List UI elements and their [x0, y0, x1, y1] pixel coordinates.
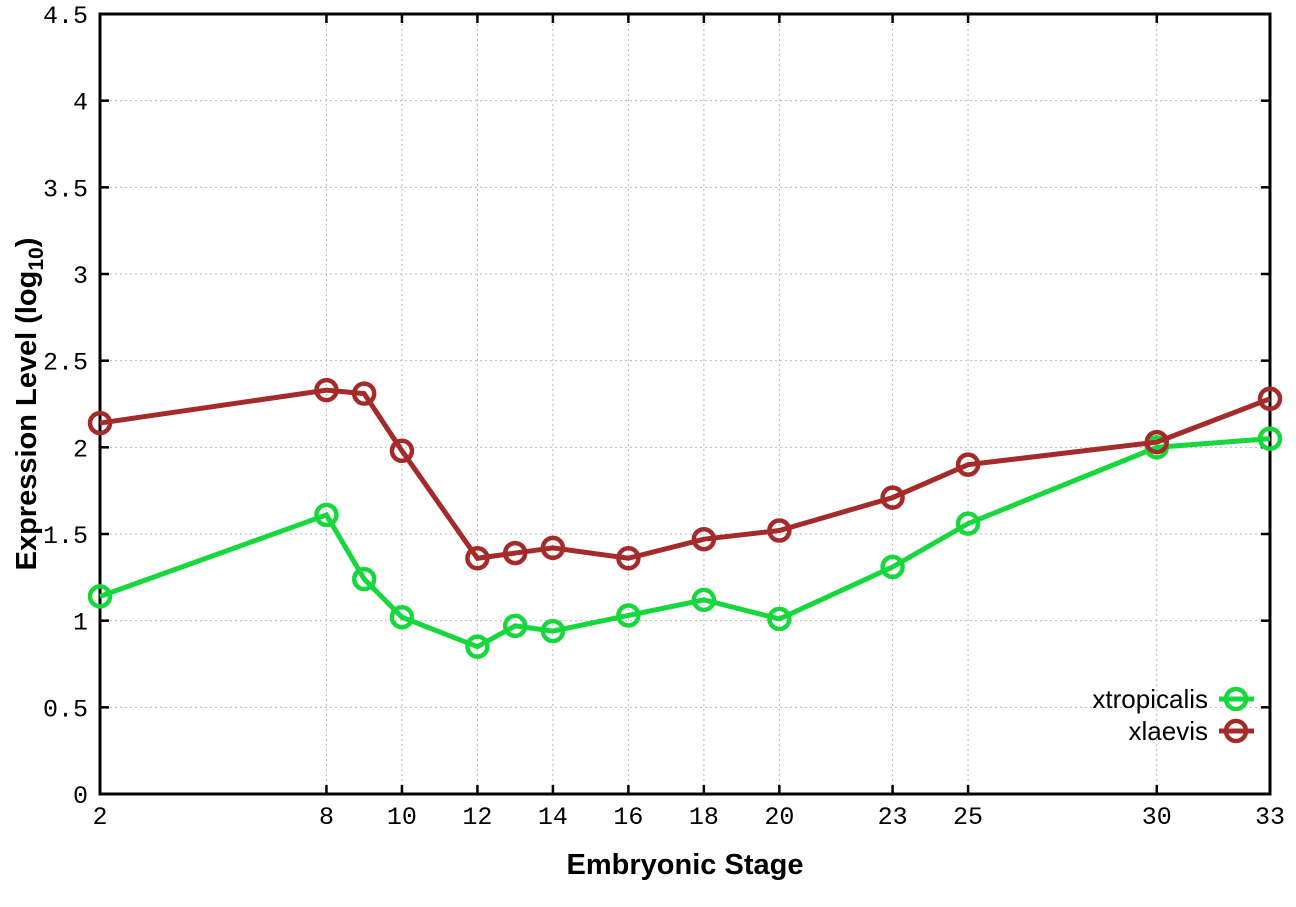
data-point-xtropicalis: [465, 634, 490, 659]
data-point-xlaevis: [767, 518, 792, 543]
data-point-xtropicalis: [87, 584, 113, 609]
x-tick-label: 10: [387, 803, 417, 832]
y-tick-label: 3.5: [43, 175, 88, 204]
data-point-xlaevis: [502, 540, 528, 566]
x-tick-label: 18: [689, 803, 719, 832]
data-point-xtropicalis: [389, 604, 415, 630]
x-tick-label: 25: [953, 803, 983, 832]
y-tick-label: 2: [73, 435, 88, 464]
y-tick-label: 1: [73, 609, 88, 638]
data-point-xlaevis: [1144, 429, 1170, 455]
plot-border: [98, 12, 1272, 796]
data-point-xlaevis: [540, 535, 566, 561]
x-tick-label: 30: [1142, 803, 1172, 832]
x-tick-label: 23: [878, 803, 908, 832]
data-point-xtropicalis: [691, 587, 717, 613]
y-tick-label: 1.5: [43, 522, 88, 551]
x-axis-title: Embryonic Stage: [567, 849, 804, 881]
data-point-xlaevis: [691, 526, 717, 552]
x-tick-label: 8: [319, 803, 334, 832]
data-point-xtropicalis: [616, 603, 641, 628]
x-tick-label: 20: [764, 803, 794, 832]
data-point-xlaevis: [351, 381, 377, 406]
y-tick-label: 0: [73, 782, 88, 811]
data-point-xlaevis: [880, 485, 905, 510]
data-point-xlaevis: [955, 452, 981, 477]
x-tick-label: 14: [538, 803, 568, 832]
legend-marker-xlaevis: [1223, 718, 1249, 744]
data-point-xtropicalis: [767, 606, 792, 632]
data-point-xlaevis: [465, 546, 490, 571]
data-point-xlaevis: [1257, 386, 1283, 412]
legend-label-xlaevis: xlaevis: [1129, 716, 1208, 746]
y-tick-label: 3: [73, 262, 88, 291]
data-point-xtropicalis: [540, 618, 566, 644]
y-axis-title: Expression Level (log10): [11, 238, 48, 571]
legend-marker-xtropicalis: [1223, 686, 1249, 712]
data-point-xtropicalis: [351, 566, 377, 592]
data-point-xtropicalis: [880, 554, 905, 580]
data-point-xtropicalis: [314, 502, 339, 528]
data-point-xtropicalis: [955, 511, 981, 536]
data-point-xlaevis: [314, 377, 339, 403]
y-tick-label: 4.5: [43, 2, 88, 31]
x-tick-label: 2: [92, 803, 107, 832]
data-point-xlaevis: [616, 546, 641, 571]
y-tick-label: 0.5: [43, 695, 88, 724]
x-tick-label: 16: [613, 803, 643, 832]
data-point-xtropicalis: [502, 613, 528, 639]
x-tick-label: 12: [462, 803, 492, 832]
legend-label-xtropicalis: xtropicalis: [1092, 684, 1208, 714]
y-tick-label: 4: [73, 89, 88, 118]
x-tick-label: 33: [1255, 803, 1285, 832]
y-tick-label: 2.5: [43, 349, 88, 378]
data-point-xtropicalis: [1257, 426, 1283, 451]
data-point-xlaevis: [389, 438, 415, 464]
data-point-xlaevis: [87, 410, 113, 436]
